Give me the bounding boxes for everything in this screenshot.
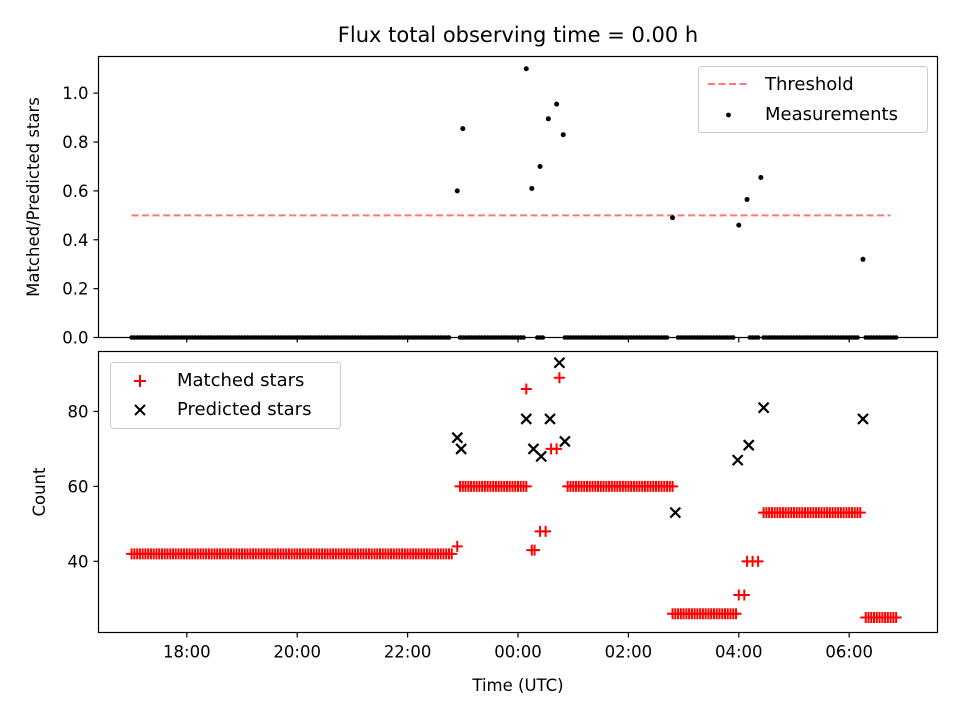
measurement-point	[545, 116, 551, 122]
ratio-marks	[129, 66, 899, 340]
x-tick-label: 04:00	[715, 643, 763, 662]
matched-point	[553, 372, 565, 384]
matched-point	[551, 443, 563, 455]
count-x-ticks: 18:00 20:00 22:00 00:00 02:00 04:00 06:00	[163, 632, 873, 662]
ratio-x-ticks	[186, 337, 850, 343]
x-tick-label: 02:00	[605, 643, 653, 662]
predicted-point	[544, 413, 556, 425]
matched-point	[667, 480, 679, 492]
measurement-point	[529, 185, 535, 191]
predicted-point	[559, 435, 571, 448]
matched-point	[540, 525, 552, 537]
ratio-y-ticks: 0.0 0.2 0.4 0.6 0.8 1.0	[62, 84, 99, 348]
measurement-point	[670, 215, 676, 221]
ratio-panel: 0.0 0.2 0.4 0.6 0.8 1.0 Matched/Predicted sta…	[24, 55, 939, 348]
measurement-point	[560, 132, 566, 138]
legend-measurement-dot	[726, 112, 731, 118]
count-y-ticks: 40 60 80	[68, 402, 99, 571]
predicted-point	[455, 443, 467, 455]
measurement-point	[460, 126, 466, 132]
ratio-legend-box	[698, 66, 928, 133]
legend-predicted-marker	[134, 404, 146, 416]
measurement-point	[554, 101, 560, 107]
y-tick-label: 40	[68, 552, 89, 571]
count-legend-box	[110, 362, 341, 429]
y-tick-label: 80	[68, 402, 89, 421]
y-tick-label: 1.0	[62, 84, 88, 103]
y-tick-label: 0.0	[62, 329, 88, 348]
count-marks	[126, 356, 902, 624]
count-legend: Matched stars Predicted stars	[110, 362, 341, 429]
measurement-point	[758, 174, 764, 180]
legend-matched-marker	[134, 375, 146, 387]
chart-title: Flux total observing time = 0.00 h	[338, 23, 698, 47]
x-tick-label: 06:00	[825, 643, 873, 662]
y-tick-label: 0.8	[62, 133, 88, 152]
count-y-axis-label: Count	[30, 467, 49, 517]
matched-point	[890, 612, 902, 624]
legend-threshold-label: Threshold	[764, 74, 854, 95]
y-tick-label: 0.6	[62, 182, 88, 201]
predicted-point	[857, 413, 869, 425]
measurement-point	[736, 222, 742, 228]
matched-point	[520, 383, 532, 395]
ratio-y-axis-label: Matched/Predicted stars	[24, 97, 43, 297]
x-axis-label: Time (UTC)	[471, 676, 563, 695]
predicted-point	[669, 506, 682, 519]
measurement-point	[537, 163, 543, 169]
predicted-point	[742, 439, 755, 451]
predicted-point	[535, 450, 547, 463]
measurement-point	[744, 196, 750, 202]
legend-predicted-label: Predicted stars	[177, 399, 311, 420]
predicted-point	[520, 413, 533, 425]
predicted-point	[731, 454, 744, 466]
matched-point	[738, 589, 750, 601]
matched-point	[752, 555, 764, 567]
x-tick-label: 18:00	[163, 643, 211, 662]
measurement-point	[523, 66, 529, 72]
count-panel: 40 60 80 18:00 20:00 22:00 00:00 02:00 04:00 06:…	[30, 350, 939, 695]
predicted-point	[757, 401, 770, 414]
x-tick-label: 22:00	[384, 643, 432, 662]
measurement-point	[860, 256, 866, 262]
y-tick-label: 60	[68, 477, 89, 496]
matched-point	[854, 507, 866, 519]
matched-point	[451, 540, 463, 552]
matched-point	[529, 544, 541, 556]
matched-point	[520, 480, 532, 492]
x-tick-label: 20:00	[273, 643, 321, 662]
matched-point	[446, 548, 458, 560]
legend-matched-label: Matched stars	[177, 370, 304, 391]
measurement-point	[454, 188, 460, 194]
matched-point	[730, 608, 742, 620]
predicted-point	[451, 431, 464, 444]
x-tick-label: 00:00	[494, 643, 542, 662]
y-tick-label: 0.2	[62, 280, 88, 299]
ratio-legend: Threshold Measurements	[698, 66, 928, 133]
y-tick-label: 0.4	[62, 231, 88, 250]
legend-measurements-label: Measurements	[765, 104, 898, 125]
predicted-point	[553, 356, 566, 369]
